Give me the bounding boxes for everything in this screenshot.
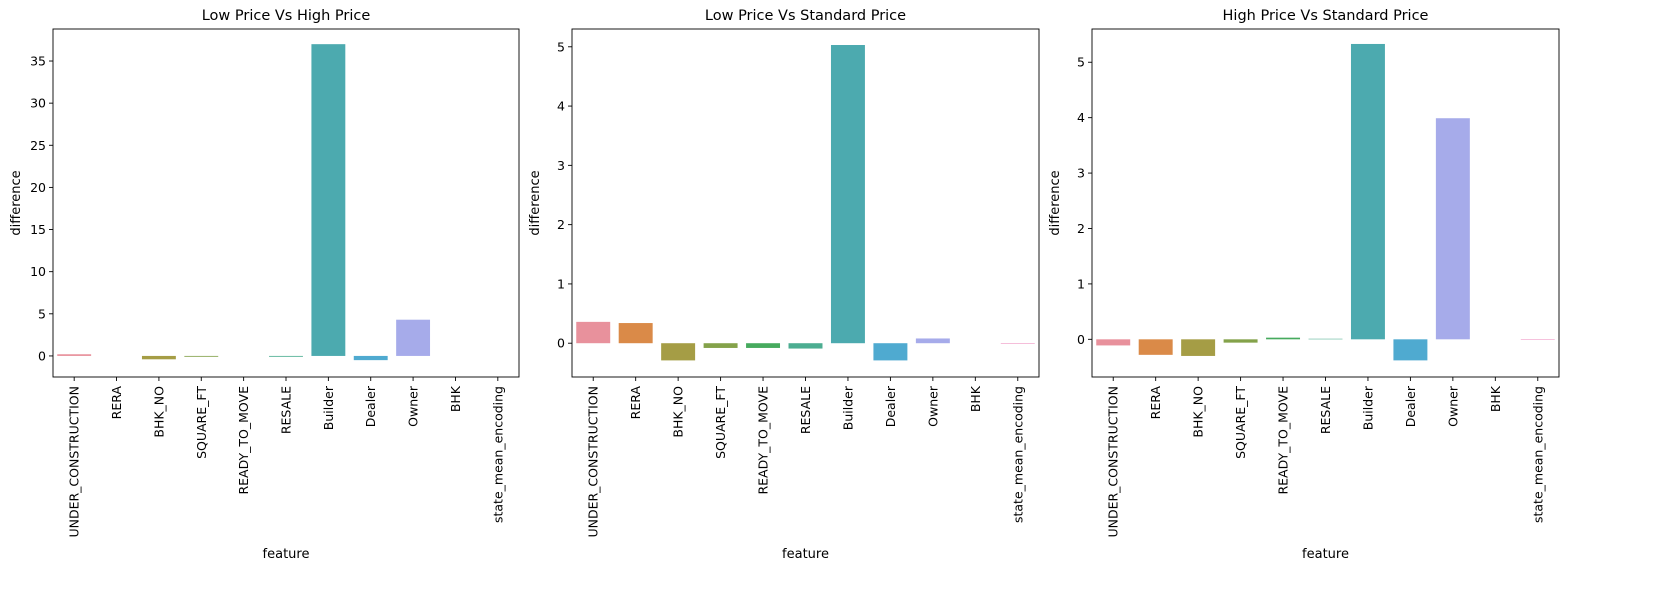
bar-bhk-no <box>1181 339 1216 356</box>
x-tick-label: Owner <box>925 385 940 427</box>
x-tick-label: RERA <box>628 386 643 420</box>
x-tick-label: RERA <box>1148 386 1163 420</box>
chart-panel-1: 0 5 10 15 20 25 30 35 UNDER_CONSTRUCTION RERA BHK_… <box>9 8 520 562</box>
y-tick-label: 5 <box>1077 55 1085 70</box>
x-axis-label: feature <box>1302 547 1349 562</box>
chart-title: High Price Vs Standard Price <box>1223 8 1429 24</box>
x-tick-label: RESALE <box>798 386 813 434</box>
bar-builder <box>830 45 865 344</box>
x-tick-label: Dealer <box>883 385 898 427</box>
y-tick-label: 0 <box>557 336 565 351</box>
x-tick-label: BHK_NO <box>151 386 166 438</box>
x-tick-label: SQUARE_FT <box>1233 386 1248 459</box>
bar-resale <box>1308 338 1343 340</box>
bar-rera <box>618 323 653 344</box>
y-tick-label: 25 <box>30 138 46 153</box>
y-tick-label: 10 <box>30 264 46 279</box>
x-tick-label: BHK_NO <box>671 386 686 438</box>
x-tick-label: Builder <box>840 385 855 430</box>
bar-square-ft <box>703 343 738 348</box>
bar-state-mean-encoding <box>1000 343 1035 344</box>
x-tick-label: BHK <box>448 385 463 412</box>
y-tick-label: 5 <box>38 306 46 321</box>
y-axis-label: difference <box>1048 170 1063 235</box>
bar-dealer <box>873 343 908 361</box>
bar-ready-to-move <box>1266 337 1301 340</box>
x-tick-label: RERA <box>109 386 124 420</box>
axes-frame <box>52 28 520 378</box>
y-tick-label: 5 <box>557 39 565 54</box>
bar-dealer <box>1393 339 1428 361</box>
x-tick-label: state_mean_encoding <box>1530 386 1545 523</box>
x-tick-label: READY_TO_MOVE <box>1276 386 1291 495</box>
y-axis-label: difference <box>528 170 543 235</box>
bar-under-construction <box>57 354 92 356</box>
y-tick-label: 1 <box>557 276 565 291</box>
y-tick-label: 1 <box>1077 276 1085 291</box>
y-tick-label: 2 <box>557 217 565 232</box>
x-tick-label: Builder <box>1360 385 1375 430</box>
y-tick-label: 2 <box>1077 221 1085 236</box>
bar-square-ft <box>184 355 219 357</box>
y-tick-label: 4 <box>557 99 565 114</box>
x-axis-label: feature <box>782 547 829 562</box>
y-tick-label: 3 <box>1077 166 1085 181</box>
bar-dealer <box>353 355 388 361</box>
axes-frame <box>1091 28 1560 378</box>
bar-under-construction <box>576 321 611 344</box>
y-axis-label: difference <box>9 170 24 235</box>
bar-rera <box>1138 339 1173 355</box>
bar-under-construction <box>1096 339 1131 346</box>
y-tick-label: 35 <box>30 54 46 69</box>
bar-owner <box>396 319 431 356</box>
chart-panel-2: 0 1 2 3 4 5 UNDER_CONSTRUCTION RERA BHK_NO SQUARE… <box>528 8 1040 562</box>
x-tick-label: RESALE <box>279 386 294 434</box>
x-tick-label: READY_TO_MOVE <box>236 386 251 495</box>
x-axis-label: feature <box>263 547 310 562</box>
x-tick-label: Owner <box>406 385 421 427</box>
bar-square-ft <box>1223 339 1258 343</box>
y-tick-label: 30 <box>30 96 46 111</box>
bar-bhk-no <box>661 343 696 361</box>
x-tick-label: SQUARE_FT <box>194 386 209 459</box>
x-tick-label: RESALE <box>1318 386 1333 434</box>
x-tick-label: UNDER_CONSTRUCTION <box>586 386 601 538</box>
y-tick-label: 0 <box>1077 332 1085 347</box>
chart-panel-3: 0 1 2 3 4 5 UNDER_CONSTRUCTION RERA BHK_NO SQUARE… <box>1048 8 1560 562</box>
x-tick-label: Dealer <box>363 385 378 427</box>
bar-ready-to-move <box>746 343 781 348</box>
x-tick-label: READY_TO_MOVE <box>756 386 771 495</box>
bar-owner <box>915 338 950 344</box>
bar-resale <box>788 343 823 349</box>
y-tick-label: 4 <box>1077 110 1085 125</box>
bar-resale <box>269 355 303 357</box>
y-tick-label: 15 <box>30 222 46 237</box>
bar-builder <box>1350 43 1385 340</box>
chart-title: Low Price Vs Standard Price <box>705 8 906 24</box>
chart-title: Low Price Vs High Price <box>202 8 371 24</box>
y-tick-label: 20 <box>30 180 46 195</box>
x-tick-label: Dealer <box>1403 385 1418 427</box>
x-tick-label: state_mean_encoding <box>1010 386 1025 523</box>
x-tick-label: BHK <box>1488 385 1503 412</box>
x-tick-label: UNDER_CONSTRUCTION <box>67 386 82 538</box>
bar-builder <box>311 44 346 356</box>
bar-owner <box>1435 118 1470 340</box>
y-tick-label: 3 <box>557 158 565 173</box>
x-tick-label: BHK_NO <box>1191 386 1206 438</box>
x-tick-label: UNDER_CONSTRUCTION <box>1106 386 1121 538</box>
x-tick-label: state_mean_encoding <box>490 386 505 523</box>
y-tick-label: 0 <box>38 348 46 363</box>
x-tick-label: SQUARE_FT <box>713 386 728 459</box>
x-tick-label: BHK <box>968 385 983 412</box>
x-tick-label: Builder <box>321 385 336 430</box>
bar-state-mean-encoding <box>1520 339 1555 340</box>
bar-bhk-no <box>141 355 176 360</box>
x-tick-label: Owner <box>1445 385 1460 427</box>
